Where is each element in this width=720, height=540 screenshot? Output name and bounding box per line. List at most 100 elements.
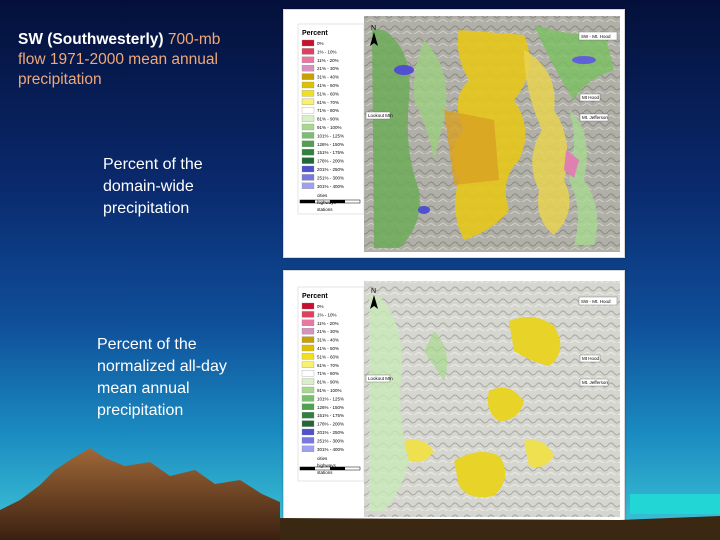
legend-symbol-label: cities [317, 456, 328, 461]
legend-swatch [301, 140, 315, 147]
precip-map-2: N Percent 0% 1% - 10% 11% - 20% 21% - 30% 31… [297, 281, 620, 517]
legend-label: 11% - 20% [317, 58, 339, 63]
callout-sw-mt-hood-2: SW - Mt. Hood [581, 299, 611, 304]
legend-label: 101% - 125% [317, 396, 344, 401]
legend-label: 71% - 80% [317, 371, 339, 376]
legend-label: 21% - 30% [317, 66, 339, 71]
legend-symbol-label: cities [317, 193, 328, 198]
legend-label: 201% - 250% [317, 430, 344, 435]
legend-swatch [301, 344, 315, 352]
legend-label: 51% - 60% [317, 354, 339, 359]
legend-label: 301% - 400% [317, 447, 344, 452]
legend-label: 21% - 30% [317, 329, 339, 334]
legend-label: 51% - 60% [317, 91, 339, 96]
title-highlight: 700-mb [163, 31, 221, 48]
title-bold: SW (Southwesterly) [18, 31, 164, 48]
callout-sw-mt-hood: SW - Mt. Hood [581, 34, 611, 39]
legend-label: 41% - 50% [317, 346, 339, 351]
legend-label: 176% - 200% [317, 422, 344, 427]
legend-label: 251% - 300% [317, 438, 344, 443]
north-arrow: N [370, 25, 378, 46]
legend-swatch [301, 90, 315, 97]
legend-swatch [301, 182, 315, 189]
legend-swatch [301, 165, 315, 173]
legend-swatch [301, 174, 315, 181]
legend-label: 0% [317, 41, 324, 46]
north-arrow-2: N [370, 288, 378, 309]
legend-label: 81% - 90% [317, 380, 339, 385]
legend-label: 61% - 70% [317, 100, 339, 105]
legend-label: 126% - 150% [317, 405, 344, 410]
legend-label: 101% - 125% [317, 133, 344, 138]
legend-label: 71% - 80% [317, 108, 339, 113]
legend-label: 151% - 175% [317, 150, 344, 155]
north-label-2: N [371, 288, 376, 295]
legend-title: Percent [302, 30, 328, 37]
legend-label: 91% - 100% [317, 125, 342, 130]
legend-swatch [301, 319, 315, 326]
legend-swatch [301, 107, 315, 114]
callout-mt-hood: Mt Hood [582, 95, 600, 100]
legend-label: 31% - 40% [317, 338, 339, 343]
legend-entries-2: 0% 1% - 10% 11% - 20% 21% - 30% 31% - 40% 41%… [301, 302, 344, 475]
legend-label: 151% - 175% [317, 413, 344, 418]
legend-symbol-label: highways [317, 463, 337, 468]
mountain-silhouette [0, 448, 720, 540]
legend-swatch [301, 56, 315, 63]
legend-label: 301% - 400% [317, 184, 344, 189]
legend-swatch [301, 311, 315, 318]
legend-label: 31% - 40% [317, 75, 339, 80]
legend-swatch [301, 370, 315, 377]
legend-swatch [301, 336, 315, 343]
legend-swatch [301, 437, 315, 444]
legend-swatch [301, 81, 315, 89]
callout-lookout: Lookout Mtn [368, 113, 393, 118]
legend-swatch [301, 48, 315, 55]
legend-swatch [301, 73, 315, 80]
legend-symbol-label: stations [317, 470, 333, 475]
legend-label: 1% - 10% [317, 49, 337, 54]
legend-swatch [301, 132, 315, 139]
callout-mt-jefferson: Mt. Jefferson [582, 115, 608, 120]
legend-symbol-label: stations [317, 207, 333, 212]
legend-swatch [301, 302, 315, 310]
title-line2: flow 1971-2000 mean annual precipitation [18, 51, 218, 88]
legend-swatch [301, 39, 315, 47]
legend-entries: 0% 1% - 10% 11% - 20% 21% - 30% 31% - 40% 41%… [301, 39, 344, 212]
legend-swatch [301, 157, 315, 164]
legend-label: 201% - 250% [317, 167, 344, 172]
legend-swatch [301, 412, 315, 419]
legend-label: 176% - 200% [317, 159, 344, 164]
legend-swatch [301, 378, 315, 385]
north-label: N [371, 25, 376, 32]
legend-swatch [301, 420, 315, 427]
scale-bar [299, 199, 361, 204]
legend-label: 81% - 90% [317, 117, 339, 122]
legend-swatch [301, 98, 315, 105]
legend-swatch [301, 428, 315, 436]
legend-label: 61% - 70% [317, 363, 339, 368]
legend-swatch [301, 361, 315, 368]
callout-lookout-2: Lookout Mtn [368, 376, 393, 381]
legend-swatch [301, 353, 315, 360]
legend-swatch [301, 123, 315, 131]
legend-swatch [301, 328, 315, 335]
legend-label: 1% - 10% [317, 312, 337, 317]
caption-top: Percent of the domain-wide precipitation [103, 156, 203, 217]
legend-label: 41% - 50% [317, 83, 339, 88]
precip-map-1: N Percent 0% 1% - 10% 11% - 20% 21% - 30% 31… [297, 16, 620, 252]
legend-label: 251% - 300% [317, 175, 344, 180]
callout-mt-hood-2: Mt Hood [582, 356, 600, 361]
legend-label: 91% - 100% [317, 388, 342, 393]
legend-swatch [301, 395, 315, 402]
legend-swatch [301, 115, 315, 122]
slide-title: SW (Southwesterly) 700-mb flow 1971-2000 … [18, 30, 268, 90]
legend-label: 126% - 150% [317, 142, 344, 147]
legend-swatch [301, 445, 315, 452]
legend-symbol-label: highways [317, 200, 337, 205]
callout-mt-jefferson-2: Mt. Jefferson [582, 380, 608, 385]
legend-title-2: Percent [302, 293, 328, 300]
scale-bar-2 [299, 466, 361, 471]
legend-swatch [301, 65, 315, 72]
legend-swatch [301, 386, 315, 394]
